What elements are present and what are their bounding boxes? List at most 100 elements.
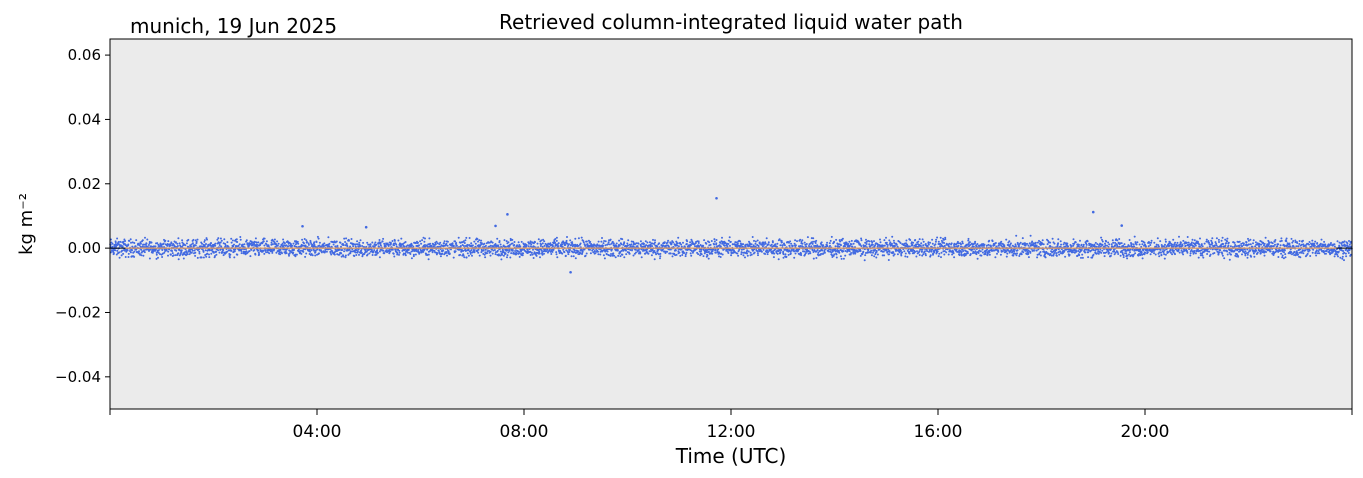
scatter-point — [1093, 243, 1096, 246]
scatter-point — [350, 238, 353, 240]
scatter-point — [1197, 256, 1200, 259]
scatter-point — [318, 252, 320, 255]
scatter-point — [437, 249, 440, 252]
scatter-point — [1201, 252, 1204, 255]
scatter-point — [770, 243, 773, 246]
scatter-point — [361, 245, 364, 247]
scatter-point — [1049, 253, 1052, 255]
scatter-point — [1276, 245, 1279, 248]
scatter-point — [936, 250, 939, 253]
scatter-point — [589, 252, 592, 255]
scatter-point — [754, 242, 757, 245]
scatter-point — [577, 250, 580, 253]
scatter-point — [717, 248, 720, 251]
scatter-point — [899, 249, 902, 252]
scatter-point — [700, 250, 702, 253]
scatter-point — [841, 237, 844, 240]
scatter-point — [988, 253, 991, 256]
scatter-point — [1218, 251, 1221, 254]
scatter-point — [194, 254, 197, 257]
scatter-point — [1280, 237, 1283, 240]
scatter-point — [343, 237, 346, 240]
scatter-point — [542, 238, 545, 241]
scatter-point — [1021, 237, 1024, 240]
scatter-point — [1033, 249, 1035, 252]
scatter-point — [780, 249, 783, 252]
scatter-point — [610, 248, 613, 251]
scatter-point — [1149, 244, 1152, 246]
scatter-point — [291, 244, 294, 247]
scatter-point — [746, 249, 749, 252]
scatter-point — [538, 250, 541, 253]
scatter-point — [742, 243, 745, 246]
scatter-point — [920, 242, 923, 245]
scatter-point — [844, 245, 846, 248]
scatter-point — [412, 245, 415, 248]
scatter-point — [864, 254, 867, 257]
scatter-point — [344, 254, 347, 257]
scatter-point — [1291, 253, 1293, 256]
scatter-point — [1087, 251, 1090, 254]
scatter-point — [980, 254, 983, 257]
scatter-point — [480, 242, 483, 245]
scatter-point — [410, 242, 413, 245]
scatter-point — [719, 256, 722, 258]
scatter-point — [604, 244, 607, 247]
scatter-point — [960, 251, 963, 254]
scatter-point — [1085, 243, 1088, 246]
scatter-point — [1280, 239, 1283, 242]
scatter-point — [1172, 249, 1175, 252]
scatter-point — [891, 235, 894, 238]
scatter-point — [710, 240, 713, 242]
scatter-point — [317, 237, 320, 240]
scatter-point — [761, 245, 764, 248]
scatter-point — [814, 242, 817, 244]
scatter-point — [176, 245, 179, 247]
scatter-point — [258, 253, 261, 256]
scatter-point — [214, 255, 216, 257]
scatter-point — [555, 239, 558, 242]
scatter-point — [210, 252, 213, 255]
scatter-point — [607, 254, 610, 257]
scatter-point — [1080, 243, 1083, 246]
scatter-point — [270, 241, 273, 244]
scatter-point — [214, 242, 217, 245]
scatter-point — [720, 252, 723, 255]
scatter-point — [555, 251, 558, 254]
scatter-point — [791, 244, 794, 247]
scatter-point — [831, 250, 834, 253]
scatter-point — [1072, 244, 1075, 247]
scatter-point — [548, 245, 550, 248]
scatter-point — [541, 253, 544, 256]
scatter-point — [265, 251, 268, 254]
scatter-point — [790, 249, 793, 252]
scatter-point — [467, 248, 470, 251]
scatter-point — [206, 252, 209, 255]
scatter-point — [845, 241, 848, 244]
scatter-point — [1271, 242, 1274, 245]
scatter-point — [1244, 250, 1247, 253]
scatter-point — [598, 244, 601, 247]
scatter-point — [666, 241, 669, 244]
scatter-point — [1016, 249, 1019, 252]
scatter-point — [169, 253, 172, 256]
scatter-point — [625, 249, 627, 252]
scatter-point — [1036, 241, 1039, 244]
scatter-point — [328, 242, 331, 245]
scatter-point — [1250, 255, 1253, 258]
scatter-point — [362, 241, 365, 244]
scatter-point — [1056, 245, 1059, 248]
scatter-point — [232, 245, 235, 248]
scatter-point — [885, 241, 888, 244]
scatter-point — [1129, 248, 1132, 251]
scatter-point — [348, 239, 350, 242]
scatter-point — [1097, 252, 1100, 255]
scatter-point — [620, 249, 623, 252]
scatter-point — [875, 256, 878, 259]
scatter-point — [313, 241, 316, 244]
scatter-point — [1292, 240, 1295, 242]
scatter-point — [680, 243, 683, 246]
scatter-point — [882, 250, 885, 253]
scatter-point — [632, 254, 635, 257]
scatter-point — [148, 257, 151, 260]
